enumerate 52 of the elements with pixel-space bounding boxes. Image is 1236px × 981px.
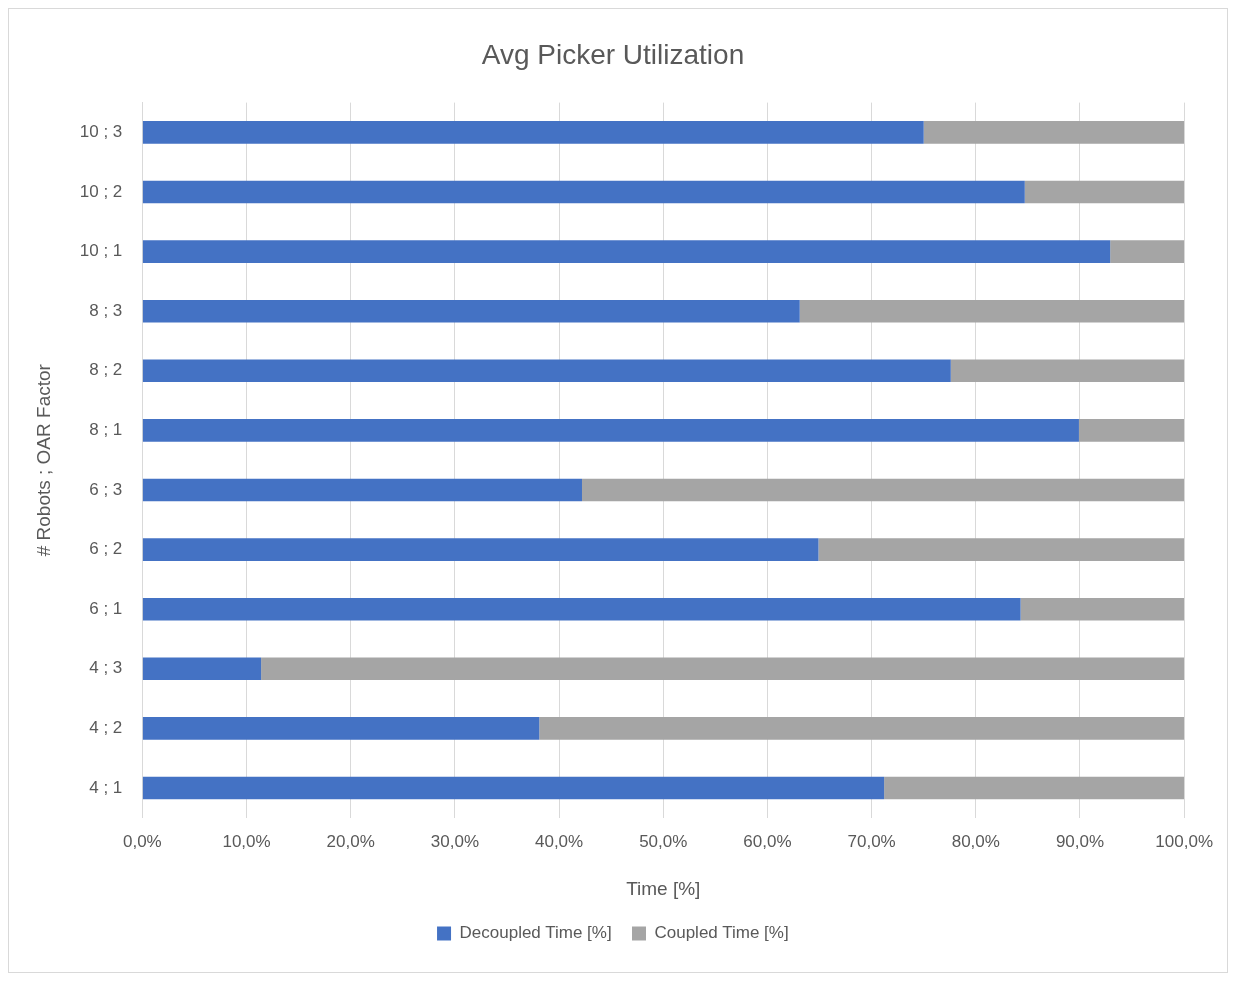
bar (799, 299, 1185, 323)
bar (884, 776, 1185, 800)
bar (818, 538, 1185, 561)
bar (142, 657, 262, 681)
bar (261, 657, 1185, 681)
x-tick-label: 50,0% (639, 831, 688, 851)
bar (1078, 419, 1185, 442)
bar (142, 776, 885, 800)
legend-label: Decoupled Time [%] (459, 923, 612, 943)
x-tick-label: 100,0% (1155, 831, 1214, 851)
bar (142, 180, 1025, 204)
bar (142, 597, 1021, 621)
bar (142, 121, 924, 144)
y-tick-label: 8 ; 3 (89, 300, 123, 320)
bar (1110, 240, 1185, 263)
bar (142, 538, 819, 561)
y-tick-label: 4 ; 3 (89, 658, 123, 678)
x-tick-label: 0,0% (122, 831, 162, 851)
chart-title: Avg Picker Utilization (481, 38, 745, 70)
bar (142, 299, 800, 323)
bar (923, 121, 1185, 144)
bar (142, 359, 951, 383)
y-tick-label: 10 ; 3 (79, 122, 123, 142)
bar (142, 240, 1111, 263)
x-tick-label: 20,0% (326, 831, 375, 851)
bar (1024, 180, 1185, 204)
legend-label: Coupled Time [%] (654, 923, 789, 943)
x-tick-label: 80,0% (951, 831, 1000, 851)
y-tick-label: 10 ; 2 (79, 181, 123, 201)
y-tick-label: 6 ; 1 (89, 598, 123, 618)
y-tick-label: 8 ; 2 (89, 360, 123, 380)
y-tick-label: 6 ; 3 (89, 479, 123, 499)
x-tick-label: 40,0% (534, 831, 584, 851)
bar (581, 478, 1185, 502)
y-axis-title: # Robots ; OAR Factor (32, 363, 54, 557)
x-tick-label: 70,0% (847, 831, 896, 851)
bar (539, 717, 1185, 740)
y-tick-label: 4 ; 1 (89, 777, 123, 797)
x-tick-label: 60,0% (743, 831, 792, 851)
y-tick-label: 10 ; 1 (79, 241, 123, 261)
x-axis-title: Time [%] (626, 877, 701, 899)
x-tick-label: 30,0% (430, 831, 479, 851)
y-tick-label: 6 ; 2 (89, 539, 123, 559)
bar (950, 359, 1185, 383)
bar (1020, 597, 1185, 621)
y-tick-label: 8 ; 1 (89, 420, 123, 440)
x-tick-label: 90,0% (1055, 831, 1105, 851)
bar (142, 717, 540, 740)
y-tick-label: 4 ; 2 (89, 718, 123, 738)
bar (142, 478, 582, 502)
x-tick-label: 10,0% (222, 831, 271, 851)
bar (142, 419, 1079, 442)
